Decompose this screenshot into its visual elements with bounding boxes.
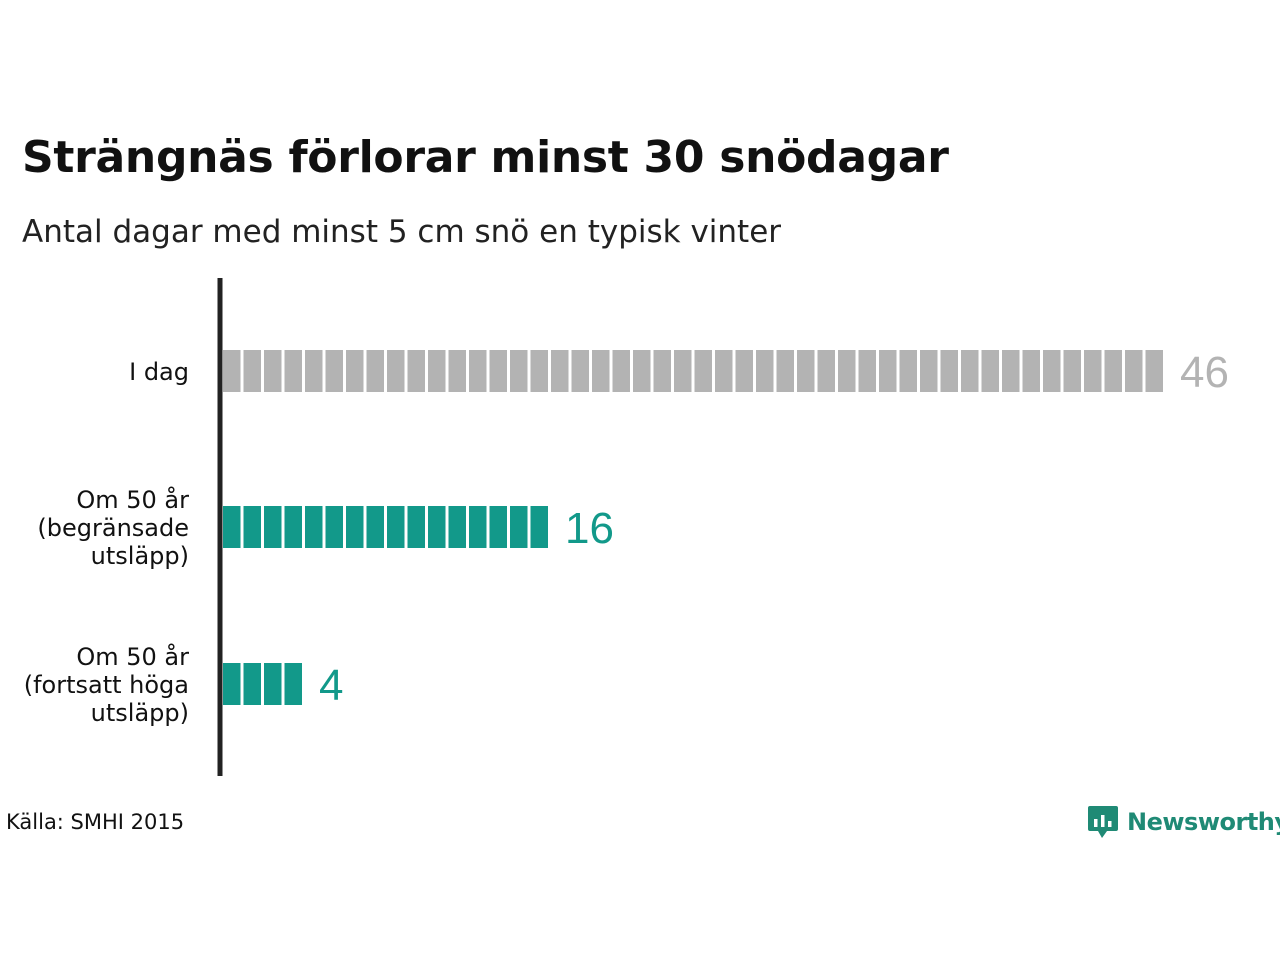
value-label: 46 [1180,348,1229,397]
bar-segment [223,663,241,705]
bar-segment [284,350,302,392]
bar-segment [899,350,917,392]
bar-segment [694,350,712,392]
bar-1 [223,350,1163,392]
bar-segment [858,350,876,392]
bar-segment [284,506,302,548]
bar-segment [735,350,753,392]
bar-segment [305,506,323,548]
value-label: 16 [565,504,614,553]
bar-segment [407,350,425,392]
bar-segment [1043,350,1061,392]
bar-segment [428,350,446,392]
bar-segment [530,506,548,548]
bar-segment [612,350,630,392]
bar-segment [756,350,774,392]
bar-segment [571,350,589,392]
bar-segment [633,350,651,392]
bar-segment [366,350,384,392]
bar-segment [243,663,261,705]
bar-segment [387,350,405,392]
bar-segment [1125,350,1143,392]
bar-segment [243,506,261,548]
bar-segment [1084,350,1102,392]
bar-segment [1022,350,1040,392]
bar-segment [387,506,405,548]
chart-subtitle: Antal dagar med minst 5 cm snö en typisk… [22,214,782,250]
bar-segment [448,506,466,548]
category-label: I dag [129,358,189,386]
bar-segment [940,350,958,392]
bar-segment [920,350,938,392]
bar-segment [653,350,671,392]
bar-segment [530,350,548,392]
bar-segment [510,350,528,392]
bar-segment [407,506,425,548]
bar-segment [366,506,384,548]
bar-segment [1002,350,1020,392]
bar-segment [1104,350,1122,392]
newsworthy-logo: Newsworthy [1087,804,1280,840]
bar-segment [1063,350,1081,392]
bar-segment [715,350,733,392]
bar-segment [325,350,343,392]
bar-2 [223,506,548,548]
bar-segment [325,506,343,548]
bar-segment [551,350,569,392]
bar-segment [284,663,302,705]
bar-segment [838,350,856,392]
bar-segment [469,506,487,548]
value-label: 4 [319,661,343,710]
category-label: Om 50 år (begränsade utsläpp) [37,485,189,570]
bar-segment [305,350,323,392]
bar-segment [264,506,282,548]
bar-segment [346,350,364,392]
bar-3 [223,663,302,705]
category-label: Om 50 år (fortsatt höga utsläpp) [24,642,189,727]
bar-segment [428,506,446,548]
newsworthy-icon [1088,806,1118,838]
bar-segment [817,350,835,392]
bar-segment [243,350,261,392]
bar-segment [264,663,282,705]
source-note: Källa: SMHI 2015 [6,810,185,834]
bar-segment [489,350,507,392]
bar-chart: 46 I dag 16 Om 50 år (begränsade utsläpp) 4 Om … [24,278,1229,776]
chart-title: Strängnäs förlorar minst 30 snödagar [22,132,949,183]
bar-segment [981,350,999,392]
bar-segment [674,350,692,392]
bar-segment [346,506,364,548]
bar-segment [776,350,794,392]
bar-segment [448,350,466,392]
bar-segment [510,506,528,548]
bar-segment [592,350,610,392]
bar-segment [223,506,241,548]
bar-segment [1145,350,1163,392]
bar-segment [469,350,487,392]
bar-segment [797,350,815,392]
bar-segment [223,350,241,392]
bar-segment [489,506,507,548]
brand-name: Newsworthy [1127,808,1280,836]
bar-segment [879,350,897,392]
bar-segment [961,350,979,392]
bar-segment [264,350,282,392]
